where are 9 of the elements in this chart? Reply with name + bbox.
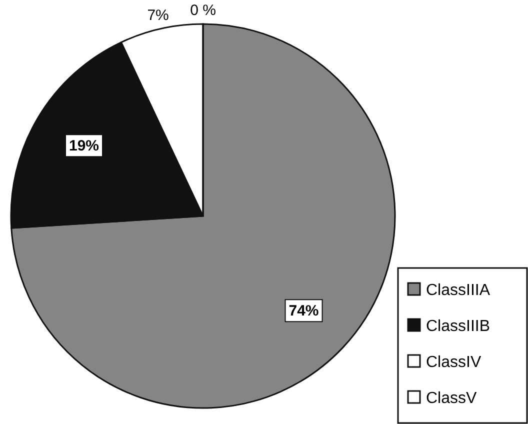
legend-label: ClassV	[426, 390, 478, 407]
data-label: 74%	[288, 302, 319, 320]
legend-label: ClassIV	[426, 354, 482, 371]
data-label: 7%	[147, 6, 169, 24]
legend-label: ClassIIIA	[426, 282, 490, 299]
pie-slice	[10, 23, 396, 409]
legend-label: ClassIIIB	[426, 318, 490, 335]
data-label: 19%	[68, 138, 100, 155]
text: 0 %	[190, 2, 216, 19]
